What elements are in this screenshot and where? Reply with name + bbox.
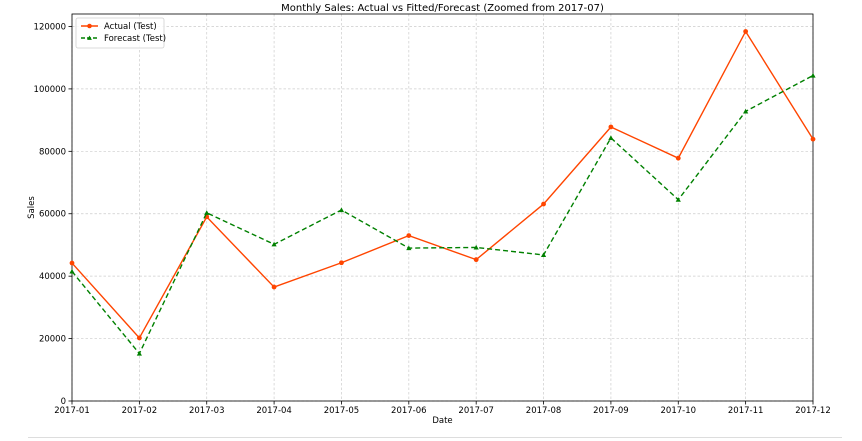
series-line	[71, 74, 814, 355]
x-tick-label: 2017-03	[189, 406, 225, 416]
data-point	[69, 260, 75, 266]
legend-label: Forecast (Test)	[104, 34, 166, 44]
grid	[71, 14, 814, 402]
y-tick-label: 40000	[39, 272, 66, 282]
y-tick-label: 60000	[39, 210, 66, 220]
x-tick-label: 2017-04	[256, 406, 292, 416]
x-tick-label: 2017-01	[54, 406, 90, 416]
data-point	[339, 260, 344, 266]
data-point	[338, 207, 345, 213]
data-point	[69, 268, 75, 274]
data-point	[136, 335, 142, 341]
data-point	[608, 124, 614, 130]
plot-area	[71, 13, 814, 402]
x-tick-label: 2017-06	[391, 406, 427, 416]
data-point	[136, 350, 142, 356]
y-tick-label: 80000	[39, 147, 66, 157]
x-tick-label: 2017-10	[661, 406, 697, 416]
axis-ticks: 0 20000 40000 60000 80000 100000 120000 2017-01…	[34, 22, 831, 416]
series-line	[71, 30, 814, 340]
data-point	[675, 155, 681, 161]
data-point	[608, 135, 614, 140]
x-tick-label: 2017-05	[324, 406, 360, 416]
series-actual-test	[69, 29, 816, 341]
data-point	[204, 210, 210, 215]
x-tick-label: 2017-09	[593, 406, 629, 416]
divider	[28, 437, 842, 438]
series-forecast-test	[69, 72, 816, 356]
x-tick-label: 2017-07	[458, 406, 494, 416]
data-point	[540, 252, 547, 258]
data-point	[810, 136, 816, 142]
data-point	[473, 244, 479, 250]
y-axis-label: Sales	[27, 196, 37, 219]
y-tick-label: 120000	[34, 22, 66, 32]
data-point	[541, 201, 546, 207]
data-point	[271, 241, 277, 247]
legend-marker	[87, 35, 92, 40]
x-tick-label: 2017-08	[526, 406, 562, 416]
data-point	[406, 233, 412, 238]
data-point	[810, 72, 816, 78]
legend-marker	[87, 23, 92, 29]
chart-title: Monthly Sales: Actual vs Fitted/Forecast…	[281, 3, 604, 14]
data-point	[743, 108, 749, 114]
legend: Actual (Test) Forecast (Test)	[75, 17, 166, 49]
series	[69, 29, 816, 356]
data-point	[406, 245, 412, 251]
y-tick-label: 20000	[39, 335, 66, 345]
y-tick-label: 0	[61, 397, 66, 407]
x-tick-label: 2017-11	[728, 406, 764, 416]
data-point	[473, 257, 479, 263]
x-tick-label: 2017-02	[122, 406, 158, 416]
x-axis-label: Date	[432, 416, 452, 426]
data-point	[271, 284, 277, 290]
y-tick-label: 100000	[34, 85, 66, 95]
data-point	[743, 29, 749, 34]
data-point	[675, 197, 681, 202]
x-tick-label: 2017-12	[795, 406, 831, 416]
legend-label: Actual (Test)	[104, 22, 157, 32]
